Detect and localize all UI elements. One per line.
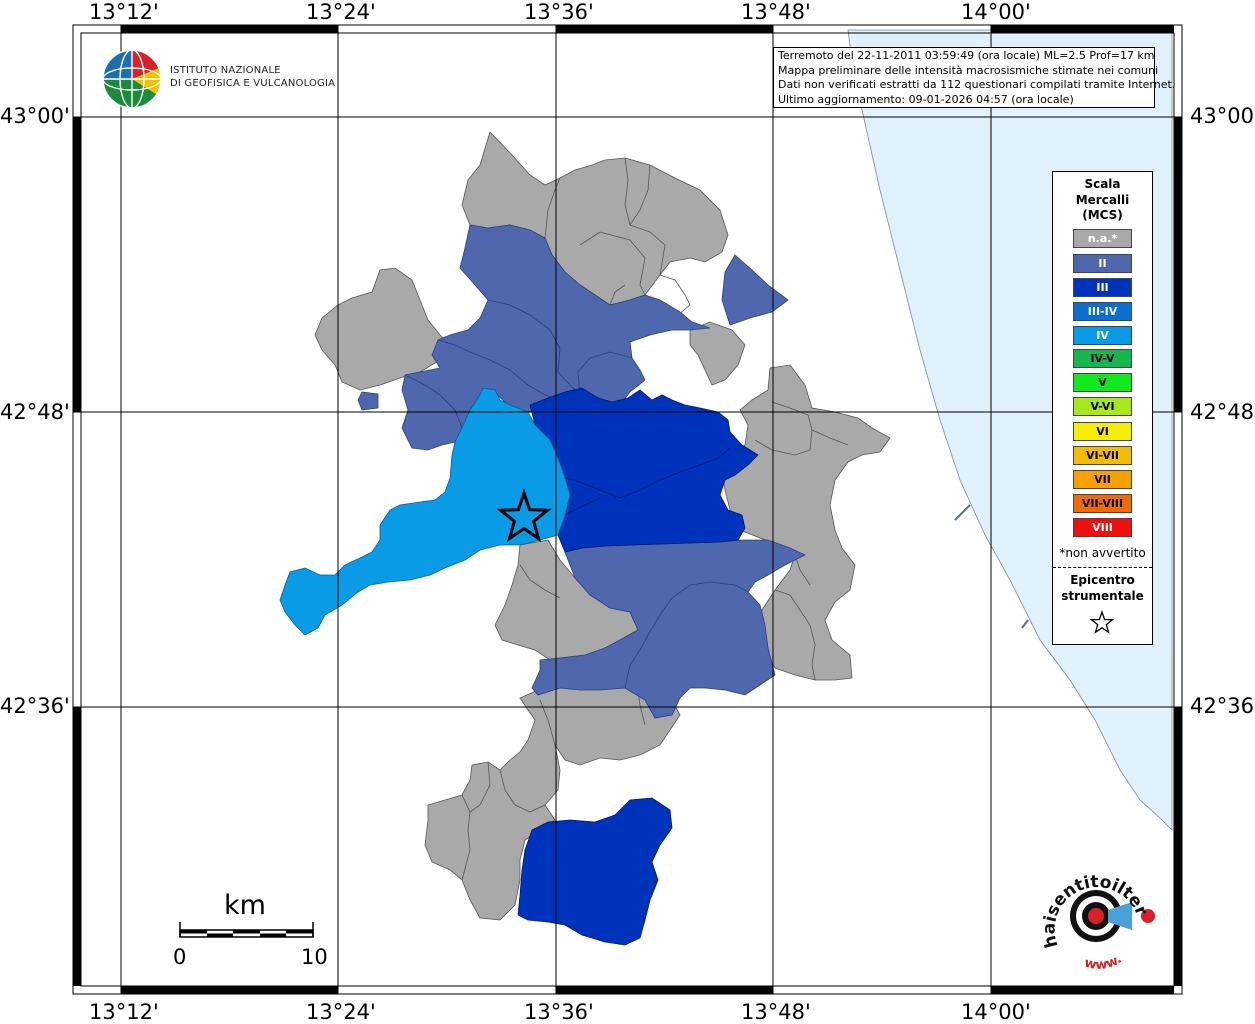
legend-title: Scala Mercalli (MCS) xyxy=(1053,177,1152,224)
legend-item-III-IV: III-IV xyxy=(1073,302,1132,321)
lat-tick-left-2: 42°48' xyxy=(0,400,70,424)
legend-item-II: II xyxy=(1073,254,1132,273)
ingv-name-line2: DI GEOFISICA E VULCANOLOGIA xyxy=(170,78,336,89)
legend-epicenter-line2: strumentale xyxy=(1061,589,1144,603)
haisentito-badge: haisentitoilterremoto.it www. xyxy=(1036,858,1155,973)
legend-epicenter-label: Epicentro strumentale xyxy=(1053,572,1152,604)
legend-title-line3: (MCS) xyxy=(1082,208,1123,222)
municipalities-na xyxy=(314,131,891,921)
lon-tick-bottom-5: 14°00' xyxy=(961,1000,1031,1024)
legend-item-VII-VIII: VII-VIII xyxy=(1073,494,1132,513)
event-title-line1: Terremoto del 22-11-2011 03:59:49 (ora l… xyxy=(778,49,1155,62)
lon-tick-bottom-1: 13°12' xyxy=(89,1000,159,1024)
ingv-globe-logo xyxy=(102,49,162,109)
legend-item-VI-VII: VI-VII xyxy=(1073,446,1132,465)
legend-star-icon xyxy=(1089,610,1115,634)
lon-tick-bottom-3: 13°36' xyxy=(524,1000,594,1024)
lon-tick-bottom-4: 13°48' xyxy=(741,1000,811,1024)
legend-epicenter-line1: Epicentro xyxy=(1070,573,1135,587)
event-title-line4: Ultimo aggiornamento: 09-01-2026 04:57 (… xyxy=(778,92,1074,106)
lat-tick-left-3: 42°36' xyxy=(0,694,70,718)
legend-note: *non avvertito xyxy=(1059,546,1146,560)
lon-tick-top-1: 13°12' xyxy=(89,0,159,24)
lon-tick-bottom-2: 13°24' xyxy=(306,1000,376,1024)
legend-item-V-VI: V-VI xyxy=(1073,397,1132,416)
legend-title-line2: Mercalli xyxy=(1075,192,1130,207)
legend-item-V: V xyxy=(1073,373,1132,392)
scale-max-label: 10 xyxy=(301,945,328,969)
badge-text-www: www. xyxy=(1083,952,1125,973)
map-frame xyxy=(72,24,1183,995)
lon-tick-top-2: 13°24' xyxy=(306,0,376,24)
lon-tick-top-5: 14°00' xyxy=(961,0,1031,24)
lon-tick-top-4: 13°48' xyxy=(741,0,811,24)
event-title-line3: Dati non verificati estratti da 112 ques… xyxy=(778,78,1176,92)
scale-bar xyxy=(179,922,314,938)
municipality-IV xyxy=(279,387,571,636)
legend-item-VI: VI xyxy=(1073,422,1132,441)
event-info-box: Terremoto del 22-11-2011 03:59:49 (ora l… xyxy=(773,47,1176,108)
legend-item-VIII: VIII xyxy=(1073,518,1132,537)
intensity-legend: Scala Mercalli (MCS) n.a.* II III III-IV… xyxy=(1052,171,1153,645)
epicenter-star xyxy=(496,488,552,543)
lat-tick-right-3: 42°36' xyxy=(1190,694,1255,718)
legend-item-VII: VII xyxy=(1073,470,1132,489)
event-title-line2: Mappa preliminare delle intensità macros… xyxy=(778,63,1159,77)
legend-item-IV-V: IV-V xyxy=(1073,349,1132,368)
legend-item-III: III xyxy=(1073,278,1132,297)
legend-item-na: n.a.* xyxy=(1073,229,1132,248)
scale-min-label: 0 xyxy=(173,945,187,969)
legend-item-IV: IV xyxy=(1073,326,1132,345)
legend-separator xyxy=(1053,567,1152,568)
legend-title-line1: Scala xyxy=(1084,177,1121,191)
graticule xyxy=(73,25,1182,994)
ingv-name: ISTITUTO NAZIONALE DI GEOFISICA E VULCAN… xyxy=(170,64,335,90)
scale-unit: km xyxy=(224,890,266,921)
ingv-name-line1: ISTITUTO NAZIONALE xyxy=(170,65,281,76)
lat-tick-right-2: 42°48' xyxy=(1190,400,1255,424)
lat-tick-right-1: 43°00' xyxy=(1190,104,1255,128)
lat-tick-left-1: 43°00' xyxy=(0,104,70,128)
lon-tick-top-3: 13°36' xyxy=(524,0,594,24)
